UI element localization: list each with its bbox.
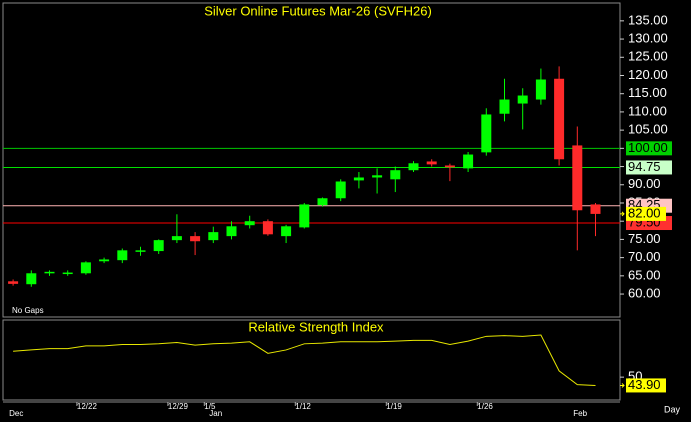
level-label: 94.75 [628, 159, 661, 174]
candle-body [481, 114, 492, 153]
gap-note: No Gaps [12, 306, 44, 315]
level-label: 100.00 [628, 140, 668, 155]
month-label: Dec [9, 409, 23, 418]
rsi-panel-frame [2, 319, 621, 401]
x-tick-label: 1/5 [204, 402, 216, 411]
candle-body [444, 165, 455, 168]
rsi-value-arrow [620, 383, 625, 388]
candle-body [281, 226, 292, 237]
y-tick-label: 60.00 [628, 285, 661, 300]
chart-title: Silver Online Futures Mar-26 (SVFH26) [204, 3, 432, 18]
y-tick-label: 125.00 [628, 49, 668, 64]
candle-body [62, 272, 73, 275]
x-tick-label: 1/19 [386, 402, 402, 411]
candle-body [190, 236, 201, 242]
x-tick-label: 1/26 [477, 402, 493, 411]
price-panel-frame [2, 2, 621, 318]
candle-body [117, 250, 128, 261]
candle-body [226, 226, 237, 237]
candle-body [499, 99, 510, 114]
last-price-arrow [620, 211, 625, 217]
candle-body [590, 204, 601, 214]
candle-body [572, 145, 583, 211]
candle-body [26, 273, 37, 285]
y-tick-label: 105.00 [628, 122, 668, 137]
candle-body [171, 236, 182, 241]
last-price-bg [626, 206, 666, 221]
candle-body [208, 232, 219, 241]
y-tick-label: 135.00 [628, 12, 668, 27]
candle-body [153, 240, 164, 252]
y-tick-label: 70.00 [628, 249, 661, 264]
candle-body [372, 175, 383, 178]
candle-body [535, 79, 546, 100]
candle-body [390, 170, 401, 180]
candle-body [353, 177, 364, 181]
candle-body [335, 181, 346, 199]
rsi-value-label: 43.90 [628, 377, 661, 392]
rsi-value-bg [626, 378, 666, 393]
rsi-title: Relative Strength Index [248, 319, 384, 334]
rsi-line [13, 334, 596, 386]
candle-body [463, 154, 474, 169]
last-price-label: 82.00 [628, 205, 661, 220]
y-tick-label: 130.00 [628, 31, 668, 46]
y-tick-label: 120.00 [628, 67, 668, 82]
period-label: Day [664, 404, 681, 414]
level-label-bg [626, 141, 672, 156]
candle-body [517, 95, 528, 104]
y-tick-label: 65.00 [628, 267, 661, 282]
month-label: Feb [573, 409, 587, 418]
candle-body [135, 250, 146, 252]
candle-body [8, 281, 19, 284]
x-tick-label: 12/29 [168, 402, 189, 411]
candle-body [80, 262, 91, 274]
candle-body [299, 204, 310, 228]
y-tick-label: 90.00 [628, 176, 661, 191]
candle-body [44, 271, 55, 274]
y-tick-label: 110.00 [628, 103, 667, 118]
candle-body [408, 163, 419, 171]
y-tick-label: 115.00 [628, 85, 667, 100]
x-tick-label: 12/22 [77, 402, 98, 411]
candle-body [554, 78, 565, 160]
y-tick-label: 75.00 [628, 231, 661, 246]
month-label: Jan [209, 409, 222, 418]
candle-body [244, 221, 255, 226]
level-label-bg [626, 160, 672, 175]
candle-body [317, 198, 328, 206]
candle-body [262, 221, 273, 235]
candle-body [426, 161, 437, 165]
x-tick-label: 1/12 [295, 402, 311, 411]
candle-body [99, 259, 110, 262]
